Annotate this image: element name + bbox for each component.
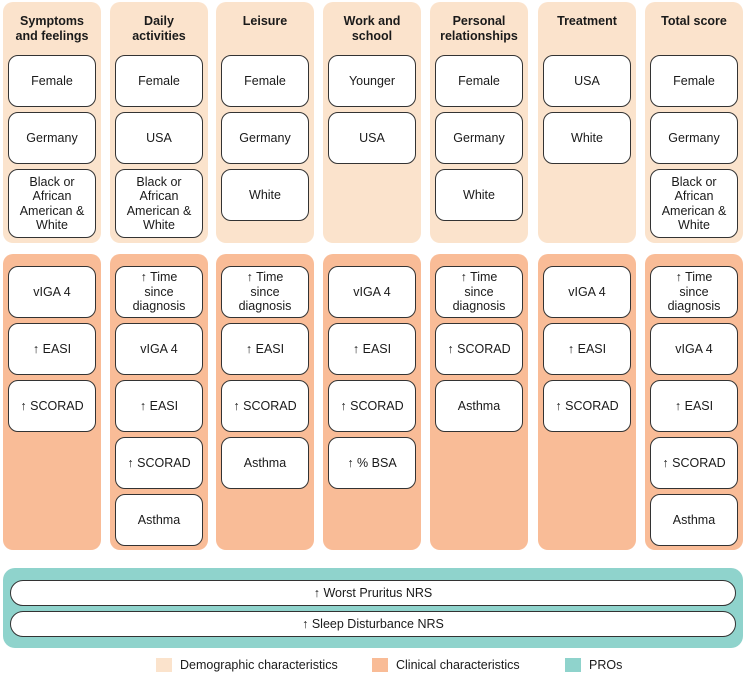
pros-panel: ↑ Worst Pruritus NRS ↑ Sleep Disturbance …: [3, 568, 743, 648]
clinical-panel: vIGA 4 ↑ EASI ↑ SCORAD: [538, 254, 636, 550]
clinical-item: ↑ EASI: [221, 323, 309, 375]
demographic-item: USA: [543, 55, 631, 107]
demographic-item: Female: [221, 55, 309, 107]
clinical-item: vIGA 4: [115, 323, 203, 375]
column-title: Symptoms and feelings: [15, 14, 89, 43]
legend-swatch-clinical: [372, 658, 388, 672]
clinical-panel: ↑ Time since diagnosis vIGA 4 ↑ EASI ↑ SCOR…: [110, 254, 208, 550]
clinical-panel: ↑ Time since diagnosis vIGA 4 ↑ EASI ↑ SCOR…: [645, 254, 743, 550]
demographic-item: USA: [115, 112, 203, 164]
clinical-item: Asthma: [435, 380, 523, 432]
clinical-item: ↑ SCORAD: [8, 380, 96, 432]
clinical-item: Asthma: [650, 494, 738, 546]
demographic-item: Germany: [8, 112, 96, 164]
legend-item-pros: PROs: [565, 658, 622, 672]
demographic-item: Female: [8, 55, 96, 107]
clinical-item: ↑ EASI: [8, 323, 96, 375]
clinical-item: ↑ SCORAD: [650, 437, 738, 489]
clinical-panel: vIGA 4 ↑ EASI ↑ SCORAD: [3, 254, 101, 550]
demographic-item: Black or African American & White: [650, 169, 738, 238]
demographic-item: Germany: [435, 112, 523, 164]
column-title: Work and school: [343, 14, 401, 43]
column-title: Treatment: [557, 14, 617, 28]
legend-label: PROs: [589, 658, 623, 672]
demographic-item: Black or African American & White: [8, 169, 96, 238]
clinical-item: ↑ SCORAD: [221, 380, 309, 432]
clinical-item: ↑ Time since diagnosis: [650, 266, 738, 318]
demographic-panel: Daily activities Female USA Black or Africa…: [110, 2, 208, 243]
clinical-item: vIGA 4: [328, 266, 416, 318]
demographic-item: Germany: [650, 112, 738, 164]
legend-label: Clinical characteristics: [396, 658, 520, 672]
clinical-panel: ↑ Time since diagnosis ↑ SCORAD Asthma: [430, 254, 528, 550]
clinical-item: ↑ SCORAD: [328, 380, 416, 432]
clinical-item: Asthma: [221, 437, 309, 489]
demographic-panel: Symptoms and feelings Female Germany Black …: [3, 2, 101, 243]
clinical-item: vIGA 4: [650, 323, 738, 375]
clinical-item: ↑ Time since diagnosis: [115, 266, 203, 318]
demographic-item: Younger: [328, 55, 416, 107]
demographic-item: Germany: [221, 112, 309, 164]
column-title: Personal relationships: [440, 14, 518, 43]
clinical-item: Asthma: [115, 494, 203, 546]
clinical-item: ↑ SCORAD: [115, 437, 203, 489]
demographic-item: Female: [650, 55, 738, 107]
clinical-item: ↑ SCORAD: [543, 380, 631, 432]
clinical-panel: vIGA 4 ↑ EASI ↑ SCORAD ↑ % BSA: [323, 254, 421, 550]
demographic-panel: Leisure Female Germany White: [216, 2, 314, 243]
demographic-item: White: [543, 112, 631, 164]
legend-item-clinical: Clinical characteristics: [372, 658, 520, 672]
column-title: Daily activities: [132, 14, 186, 43]
demographic-item: Female: [435, 55, 523, 107]
clinical-item: ↑ % BSA: [328, 437, 416, 489]
demographic-panel: Total score Female Germany Black or African…: [645, 2, 743, 243]
clinical-item: vIGA 4: [543, 266, 631, 318]
clinical-item: ↑ Time since diagnosis: [221, 266, 309, 318]
clinical-item: ↑ EASI: [115, 380, 203, 432]
demographic-panel: Personal relationships Female Germany White: [430, 2, 528, 243]
clinical-item: ↑ EASI: [650, 380, 738, 432]
pro-item: ↑ Worst Pruritus NRS: [10, 580, 736, 606]
demographic-item: Female: [115, 55, 203, 107]
demographic-item: Black or African American & White: [115, 169, 203, 238]
demographic-panel: Work and school Younger USA: [323, 2, 421, 243]
legend-swatch-pros: [565, 658, 581, 672]
demographic-item: USA: [328, 112, 416, 164]
pro-item: ↑ Sleep Disturbance NRS: [10, 611, 736, 637]
clinical-item: vIGA 4: [8, 266, 96, 318]
demographic-item: White: [435, 169, 523, 221]
clinical-item: ↑ EASI: [328, 323, 416, 375]
legend-item-demographic: Demographic characteristics: [156, 658, 338, 672]
clinical-panel: ↑ Time since diagnosis ↑ EASI ↑ SCORAD Asth…: [216, 254, 314, 550]
legend: Demographic characteristics Clinical cha…: [0, 658, 746, 676]
demographic-panel: Treatment USA White: [538, 2, 636, 243]
legend-label: Demographic characteristics: [180, 658, 338, 672]
legend-swatch-demographic: [156, 658, 172, 672]
clinical-item: ↑ Time since diagnosis: [435, 266, 523, 318]
clinical-item: ↑ SCORAD: [435, 323, 523, 375]
clinical-item: ↑ EASI: [543, 323, 631, 375]
column-title: Total score: [661, 14, 727, 28]
column-title: Leisure: [242, 14, 288, 28]
demographic-item: White: [221, 169, 309, 221]
